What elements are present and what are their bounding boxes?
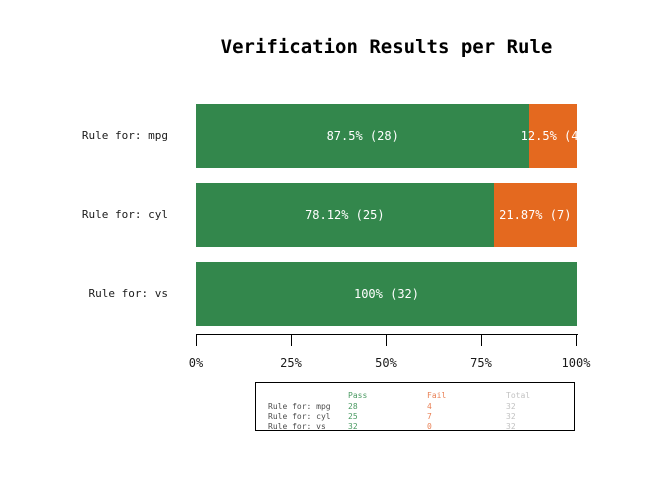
- bar-mpg: 87.5% (28) 12.5% (4): [196, 104, 577, 168]
- bar-mpg-pass-segment: 87.5% (28): [196, 104, 530, 168]
- category-label-mpg: Rule for: mpg: [81, 129, 168, 142]
- summary-pass-value: 28: [348, 402, 358, 411]
- bar-cyl-pass-label: 78.12% (25): [305, 208, 385, 222]
- summary-pass-value: 32: [348, 422, 358, 431]
- x-tick-label-50: 50%: [375, 356, 397, 370]
- summary-pass-value: 25: [348, 412, 358, 421]
- chart-title: Verification Results per Rule: [220, 36, 553, 58]
- x-tick-100: [576, 334, 577, 346]
- summary-total-value: 32: [506, 412, 516, 421]
- summary-header-fail: Fail: [427, 391, 447, 400]
- category-label-cyl: Rule for: cyl: [81, 208, 168, 221]
- bar-mpg-pass-label: 87.5% (28): [326, 129, 399, 143]
- bar-vs-pass-label: 100% (32): [353, 287, 420, 301]
- x-tick-label-75: 75%: [470, 356, 492, 370]
- bar-cyl: 78.12% (25) 21.87% (7): [196, 183, 577, 247]
- x-tick-label-0: 0%: [188, 356, 204, 370]
- category-label-vs: Rule for: vs: [88, 287, 168, 300]
- summary-fail-value: 0: [427, 422, 432, 431]
- bar-mpg-fail-segment: 12.5% (4): [521, 104, 577, 168]
- summary-row-label: Rule for: vs: [268, 422, 326, 431]
- summary-table: Pass Fail Total Rule for: mpg 28 4 32 Ru…: [255, 382, 575, 431]
- summary-header-pass: Pass: [348, 391, 368, 400]
- summary-total-value: 32: [506, 402, 516, 411]
- summary-total-value: 32: [506, 422, 516, 431]
- bar-mpg-fail-label: 12.5% (4): [520, 129, 577, 143]
- x-tick-0: [196, 334, 197, 346]
- x-tick-50: [386, 334, 387, 346]
- bar-vs-pass-segment: 100% (32): [196, 262, 577, 326]
- summary-fail-value: 4: [427, 402, 432, 411]
- summary-fail-value: 7: [427, 412, 432, 421]
- bar-cyl-fail-label: 21.87% (7): [499, 208, 572, 222]
- bar-cyl-fail-segment: 21.87% (7): [493, 183, 577, 247]
- x-tick-label-25: 25%: [280, 356, 302, 370]
- summary-row-label: Rule for: mpg: [268, 402, 331, 411]
- bar-cyl-pass-segment: 78.12% (25): [196, 183, 494, 247]
- x-tick-75: [481, 334, 482, 346]
- bar-vs: 100% (32): [196, 262, 577, 326]
- summary-row-label: Rule for: cyl: [268, 412, 331, 421]
- summary-header-total: Total: [506, 391, 531, 400]
- x-axis-line: [196, 334, 578, 335]
- x-tick-25: [291, 334, 292, 346]
- x-tick-label-100: 100%: [561, 356, 591, 370]
